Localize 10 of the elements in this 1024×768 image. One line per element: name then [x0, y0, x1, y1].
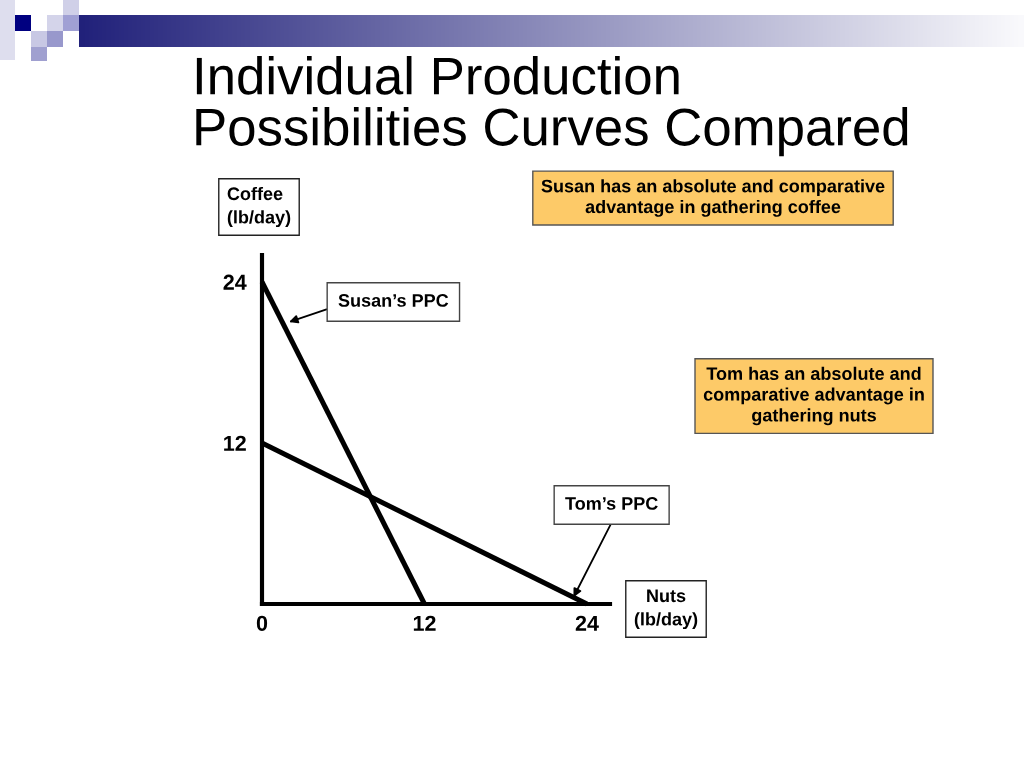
x-tick-label: 12 — [413, 615, 436, 631]
annotation: Susan’s PPC — [338, 294, 449, 307]
x-tick-label: 0 — [256, 615, 268, 631]
x-axis-title: Nuts (lb/day) — [634, 589, 698, 630]
annotation: Tom’s PPC — [565, 497, 658, 510]
x-tick-label: 24 — [575, 615, 599, 631]
text: Susan has an absolute and comparative advantage in gathering coffee — [541, 179, 885, 217]
y-axis-title: Coffee (lb/day) — [227, 186, 291, 228]
chart-title: Individual Production Possibilities Curves Compared — [196, 56, 908, 157]
text: Tom has an absolute and comparative advantage in gathering nuts — [703, 366, 924, 426]
